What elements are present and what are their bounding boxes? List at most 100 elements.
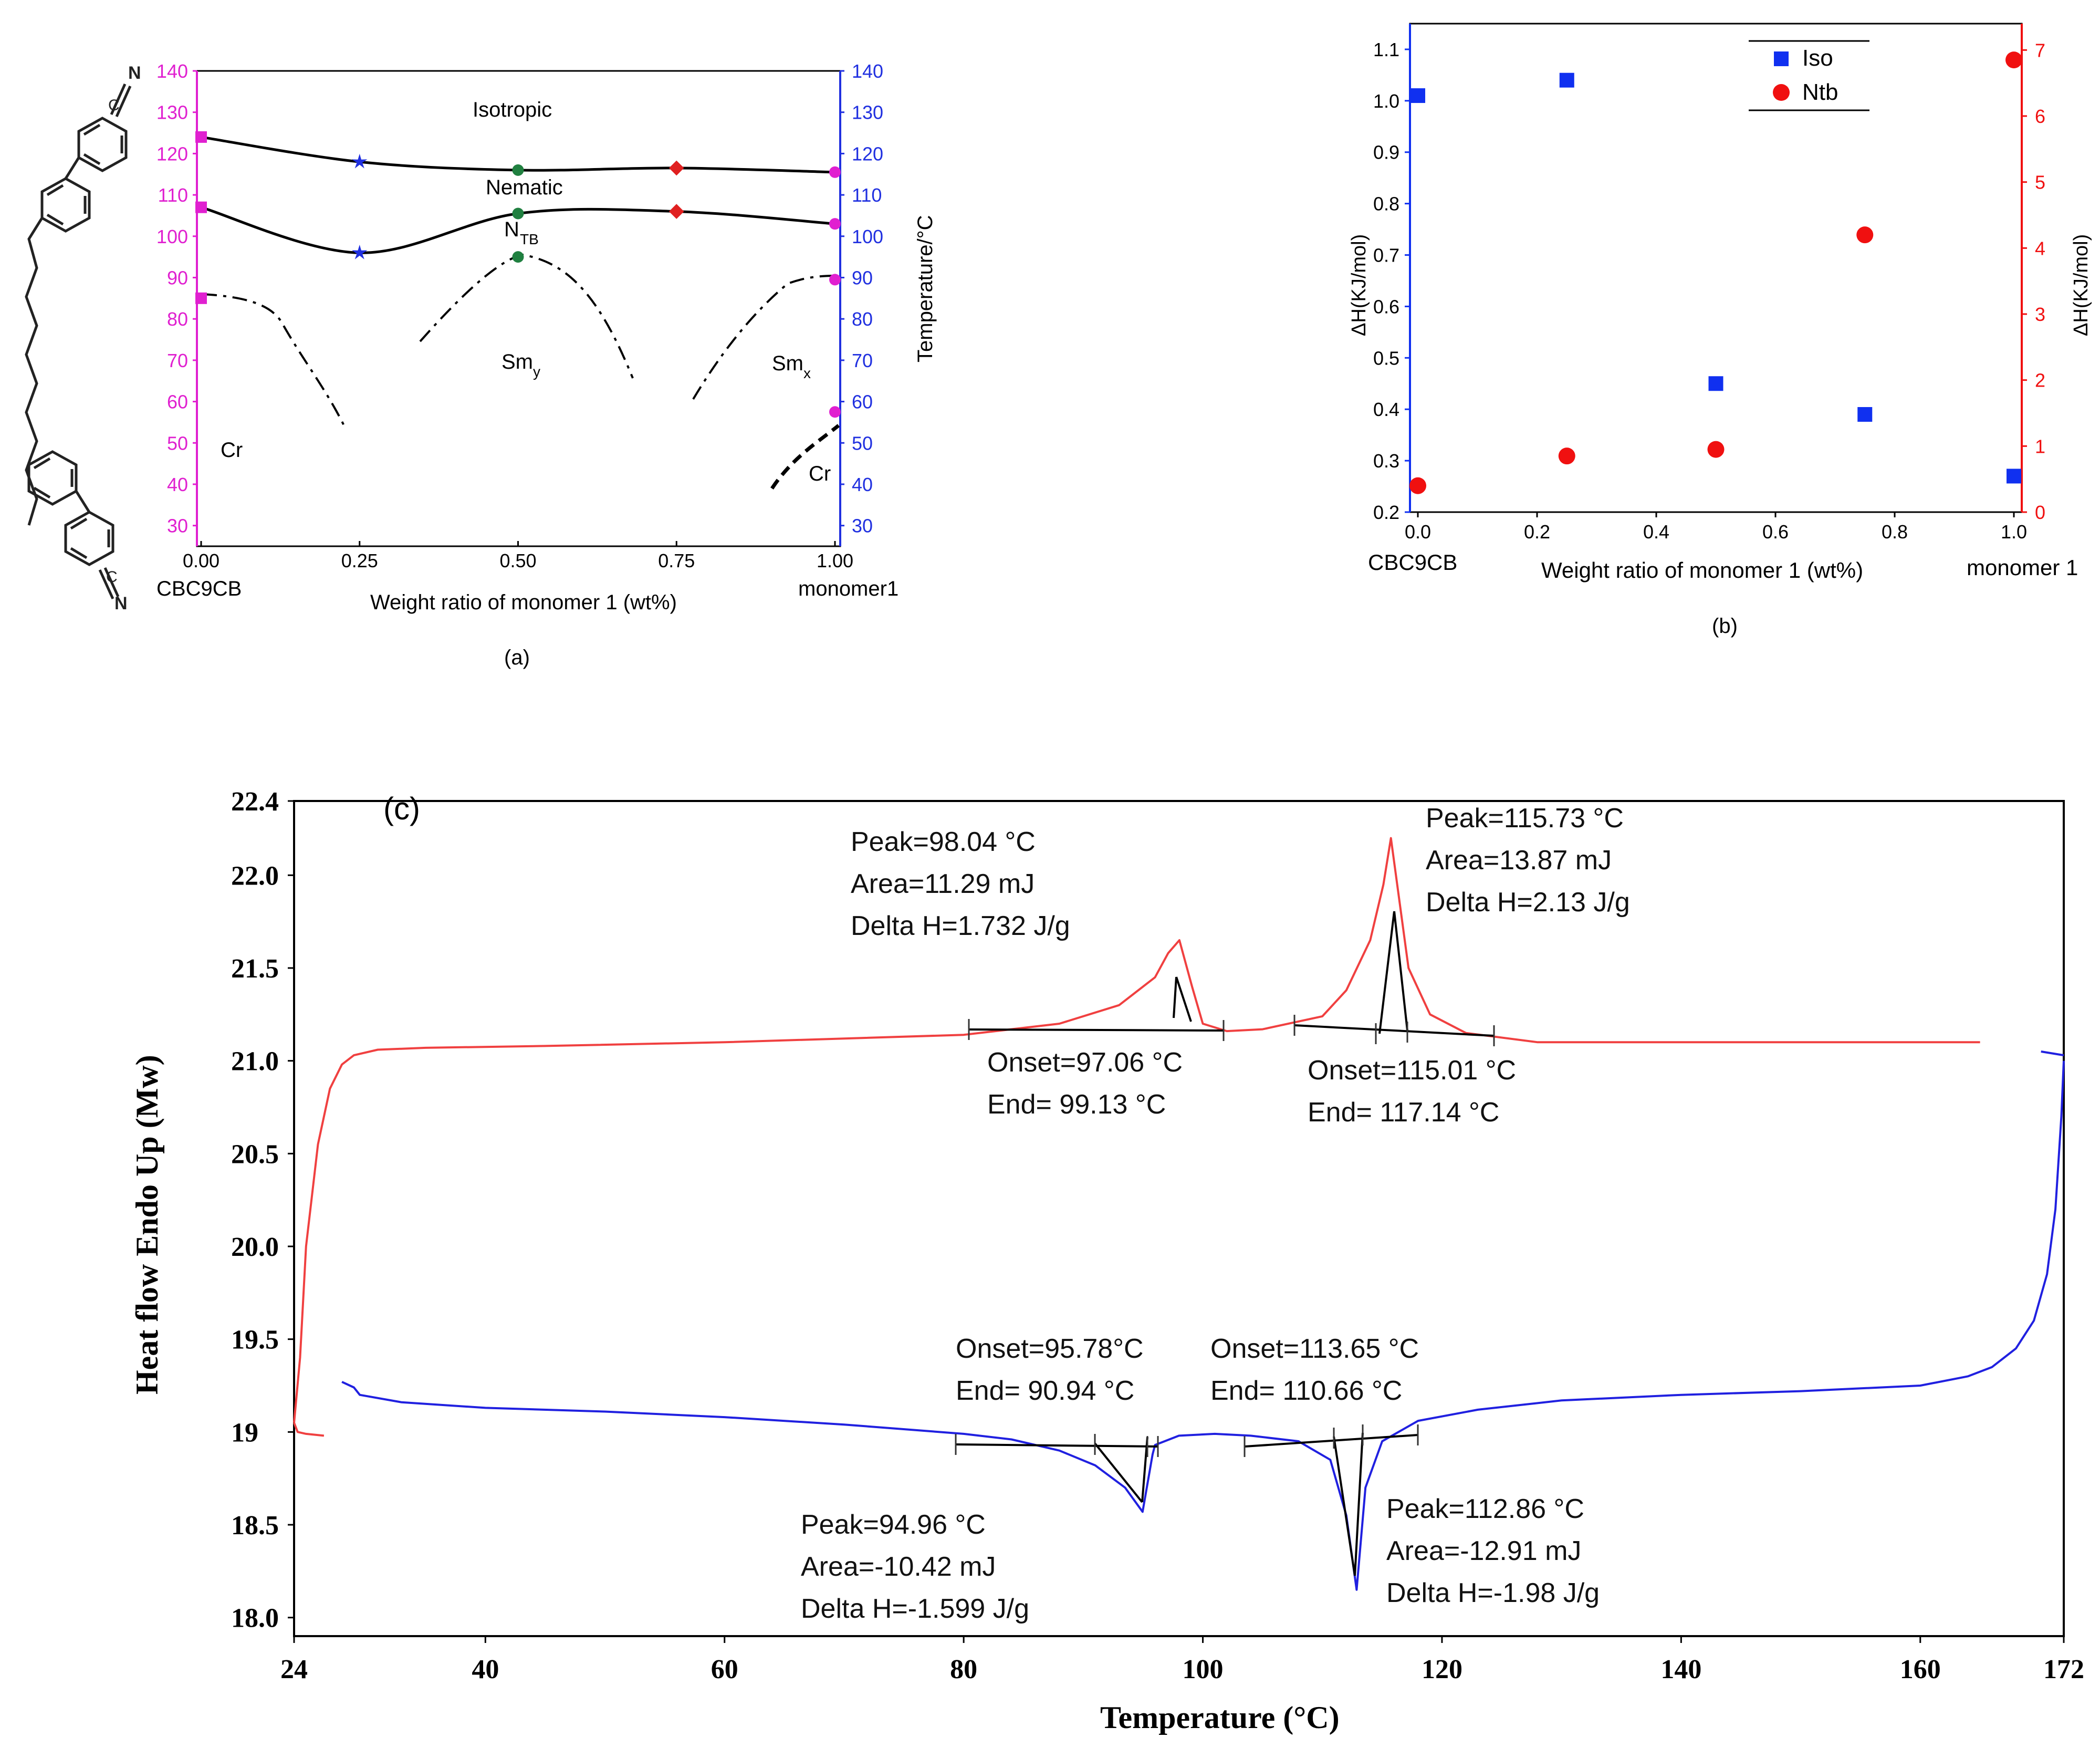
data-point-iso xyxy=(1559,72,1574,88)
phenyl-ring xyxy=(64,511,114,566)
baseline-cool-2 xyxy=(1244,1434,1418,1448)
y-axis-title-b-left: ΔH(KJ/mol) xyxy=(1348,234,1370,336)
baseline-heat-2 xyxy=(1294,1024,1495,1037)
phase-label-smx-subscript: x xyxy=(803,365,811,381)
data-point-ntb xyxy=(668,204,684,219)
y-tick-label-left-a: 120 xyxy=(156,143,188,164)
phase-label-cr-right: Cr xyxy=(809,462,831,485)
phase-label-smx: Sm xyxy=(772,352,803,375)
panel-a: N C xyxy=(25,60,937,669)
y-tick-label-right-a: 100 xyxy=(852,226,883,247)
x-tick-label-b: 0.4 xyxy=(1643,521,1669,543)
y-tick-label-left-b: 0.4 xyxy=(1373,399,1399,420)
phase-label-isotropic: Isotropic xyxy=(473,98,552,121)
phase-label-ntb: N xyxy=(504,218,519,241)
y-tick-label-right-a: 40 xyxy=(852,474,873,495)
plot-frame-c xyxy=(293,800,2065,1637)
y-tick-label-right-a: 30 xyxy=(852,515,873,537)
x-tick-label-c: 100 xyxy=(1183,1655,1224,1684)
x-end-label-left-b: CBC9CB xyxy=(1368,550,1457,575)
y-tick-label-right-b: 2 xyxy=(2035,370,2045,391)
x-tick-label-c: 172 xyxy=(2043,1655,2084,1684)
annotation-cool-peak2-line2: Area=-12.91 mJ xyxy=(1386,1536,1581,1566)
y-tick-label-left-a: 90 xyxy=(167,267,188,288)
y-tick-label-left-a: 80 xyxy=(167,308,188,330)
y-tick-label-right-b: 0 xyxy=(2035,502,2045,523)
annotation-heat-peak2-line2: Area=13.87 mJ xyxy=(1426,845,1612,876)
annotation-cool-onset2-line2: End= 110.66 °C xyxy=(1210,1376,1402,1406)
legend-label-ntb: Ntb xyxy=(1802,79,1838,105)
y-axis-title-c: Heat flow Endo Up (Mw) xyxy=(130,1055,164,1395)
x-tick-label-c: 140 xyxy=(1660,1655,1701,1684)
phase-label-smy-subscript: y xyxy=(533,363,540,380)
phase-label-smy: Sm xyxy=(502,350,533,373)
annotation-cool-peak1-line2: Area=-10.42 mJ xyxy=(801,1552,996,1582)
cyano-n-label: N xyxy=(114,594,128,613)
x-end-label-left-a: CBC9CB xyxy=(156,577,242,600)
y-tick-label-c: 18.0 xyxy=(231,1604,279,1633)
phase-label-nematic: Nematic xyxy=(486,176,563,199)
cyano-c-label: C xyxy=(106,568,118,586)
phase-label-ntb-subscript: TB xyxy=(520,231,539,247)
endpoint-ticks xyxy=(955,1015,1495,1457)
annotation-cool-peak2-line3: Delta H=-1.98 J/g xyxy=(1386,1578,1600,1608)
annotation-heat-onset1-line1: Onset=97.06 °C xyxy=(987,1047,1183,1078)
annotation-cool-peak1-line3: Delta H=-1.599 J/g xyxy=(801,1594,1029,1624)
phase-label-cr-left: Cr xyxy=(221,439,243,462)
data-point-ntb xyxy=(352,244,368,259)
phenyl-ring xyxy=(77,117,128,172)
molecule-structure: N C xyxy=(25,63,141,613)
tangent-cool-2b xyxy=(1354,1432,1364,1576)
dsc-curve-cooling xyxy=(341,1060,2065,1591)
data-point-smectic xyxy=(829,274,841,286)
y-tick-label-left-b: 0.7 xyxy=(1373,245,1399,266)
x-axis-title-c: Temperature (°C) xyxy=(1100,1700,1340,1735)
y-tick-label-c: 18.5 xyxy=(231,1511,279,1541)
data-point-iso xyxy=(1708,376,1723,391)
data-point-ntb xyxy=(1707,441,1725,458)
y-tick-label-left-a: 30 xyxy=(167,515,188,537)
dsc-curve-cooling-end xyxy=(2041,1050,2064,1057)
y-tick-label-left-b: 0.3 xyxy=(1373,450,1399,472)
x-tick-label-c: 80 xyxy=(950,1655,977,1684)
data-point-ntb xyxy=(1856,226,1874,244)
y-tick-label-left-b: 0.2 xyxy=(1373,502,1399,523)
x-tick-label-c: 24 xyxy=(280,1655,308,1684)
annotation-heat-onset2-line2: End= 117.14 °C xyxy=(1308,1097,1499,1128)
data-point-ntb xyxy=(1558,448,1575,465)
y-tick-label-left-a: 130 xyxy=(156,102,188,123)
x-tick-label-b: 1.0 xyxy=(2001,521,2027,543)
cyano-bond xyxy=(110,83,127,116)
panel-label-b: (b) xyxy=(1712,615,1738,638)
dsc-curve-heating xyxy=(293,837,1980,1423)
data-point-smectic xyxy=(512,251,524,263)
y-tick-label-right-b: 3 xyxy=(2035,304,2045,325)
y-tick-label-c: 19.5 xyxy=(231,1325,279,1355)
phenyl-ring xyxy=(40,177,91,233)
panel-label-a: (a) xyxy=(504,646,530,669)
y-tick-label-left-a: 50 xyxy=(167,432,188,454)
x-tick-label-c: 160 xyxy=(1900,1655,1941,1684)
x-axis-title-a: Weight ratio of monomer 1 (wt%) xyxy=(370,591,677,614)
y-tick-label-left-a: 140 xyxy=(156,60,188,82)
legend-b: Iso Ntb xyxy=(1749,40,1869,111)
tangent-cool-1b xyxy=(1141,1437,1148,1503)
x-end-label-right-a: monomer1 xyxy=(798,577,898,600)
annotation-heat-peak1-line3: Delta H=1.732 J/g xyxy=(851,911,1070,941)
panel-c: 18.0 18.5 19 19.5 20.0 20.5 21.0 21.5 22.0 22.4 24… xyxy=(130,787,2084,1735)
annotation-cool-onset2-line1: Onset=113.65 °C xyxy=(1210,1334,1419,1364)
data-point-ntb xyxy=(195,201,207,213)
data-point-iso xyxy=(2007,469,2021,484)
data-point-iso xyxy=(195,131,207,143)
y-axis-title-b-right: ΔH(KJ/mol) xyxy=(2070,234,2092,336)
annotation-heat-peak1-line1: Peak=98.04 °C xyxy=(851,827,1036,857)
annotation-cool-onset1-line2: End= 90.94 °C xyxy=(956,1376,1134,1406)
tangent-cool-1a xyxy=(1094,1442,1143,1503)
data-point-iso xyxy=(1411,88,1425,103)
annotation-heat-peak1-line2: Area=11.29 mJ xyxy=(851,869,1035,899)
y-tick-label-right-b: 7 xyxy=(2035,39,2045,61)
y-tick-label-left-a: 100 xyxy=(156,226,188,247)
data-point-iso xyxy=(512,164,524,176)
y-tick-label-right-b: 6 xyxy=(2035,106,2045,127)
y-tick-label-left-a: 70 xyxy=(167,350,188,371)
